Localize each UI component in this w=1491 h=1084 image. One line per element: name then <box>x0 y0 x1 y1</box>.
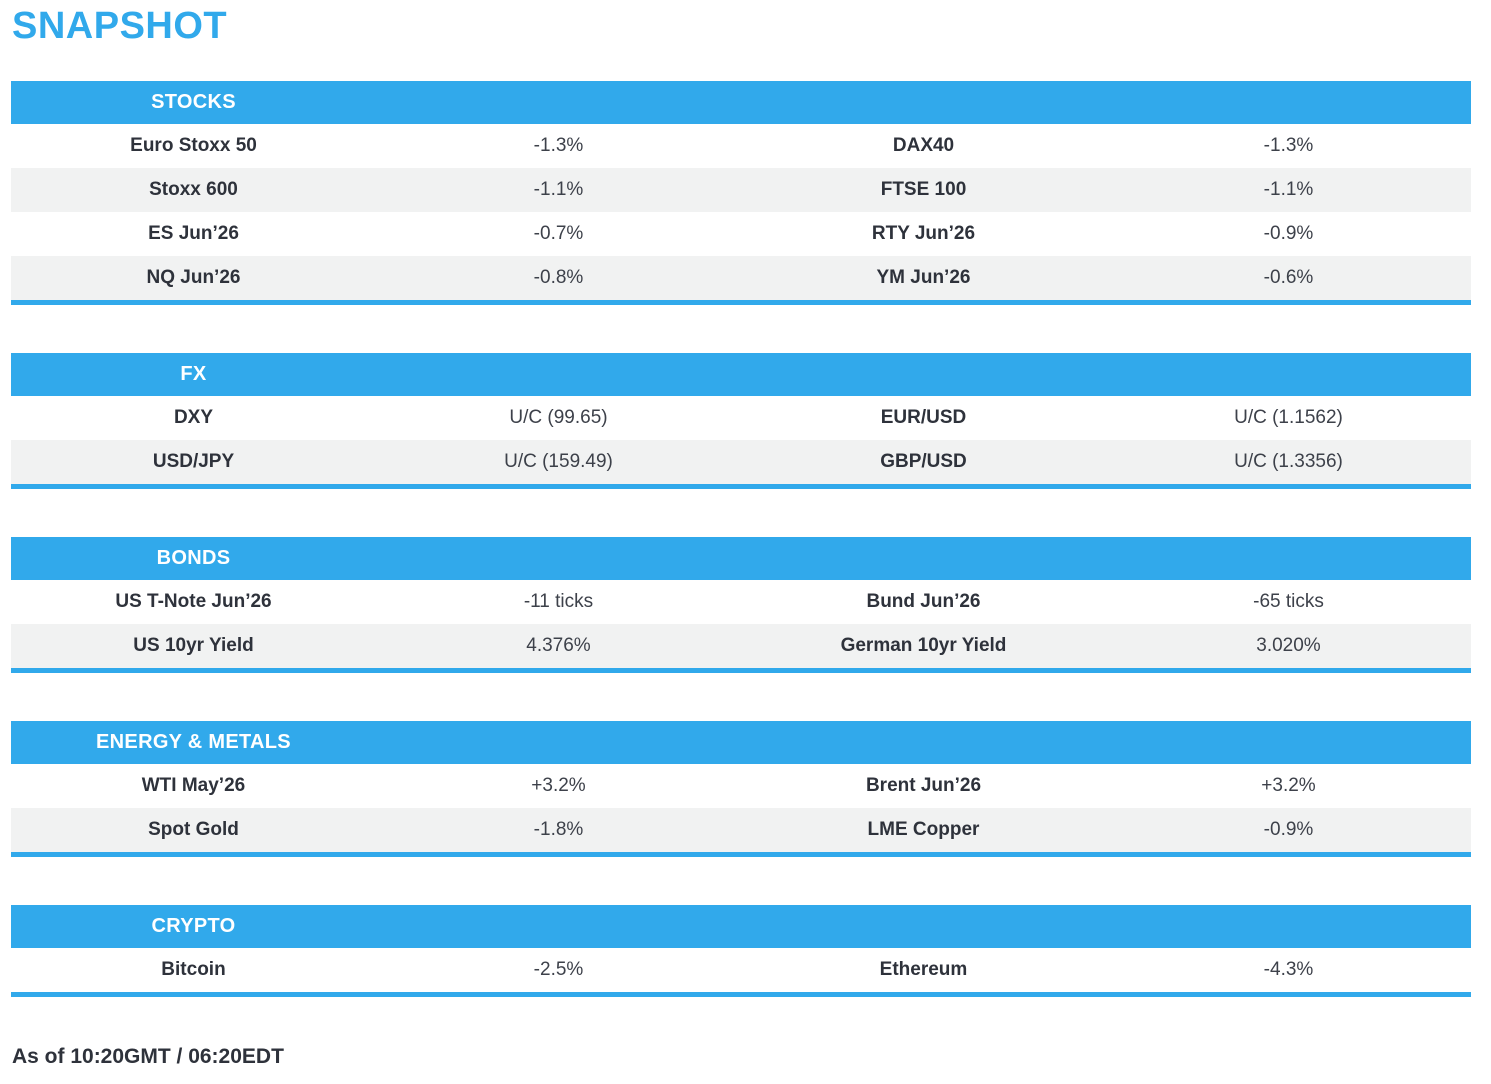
instrument-value: +3.2% <box>531 774 586 796</box>
timestamp-footer: As of 10:20GMT / 06:20EDT <box>12 1044 284 1068</box>
page-title: SNAPSHOT <box>12 5 228 47</box>
instrument-label: EUR/USD <box>880 406 967 428</box>
instrument-label: YM Jun’26 <box>876 266 971 288</box>
section-title: ENERGY & METALS <box>96 730 291 753</box>
snapshot-page: SNAPSHOT STOCKS Euro Stoxx 50 -1.3% DAX40 -1… <box>0 5 1491 1069</box>
instrument-label: Euro Stoxx 50 <box>130 134 257 156</box>
instrument-value: -1.8% <box>533 818 584 840</box>
section-bonds: BONDS US T-Note Jun’26 -11 ticks Bund Jun’2… <box>11 536 1471 673</box>
table-row: DXY U/C (99.65) EUR/USD U/C (1.1562) <box>11 395 1471 440</box>
instrument-label: DAX40 <box>892 134 955 156</box>
table-row: Bitcoin -2.5% Ethereum -4.3% <box>11 947 1471 992</box>
section-crypto: CRYPTO Bitcoin -2.5% Ethereum -4.3% <box>11 904 1471 997</box>
instrument-value: U/C (1.1562) <box>1234 406 1343 428</box>
instrument-value: -4.3% <box>1263 958 1314 980</box>
table-row: Euro Stoxx 50 -1.3% DAX40 -1.3% <box>11 123 1471 168</box>
instrument-value: +3.2% <box>1261 774 1316 796</box>
instrument-value: -0.9% <box>1263 818 1314 840</box>
instrument-value: -65 ticks <box>1253 590 1324 612</box>
instrument-label: Ethereum <box>879 958 968 980</box>
instrument-value: -1.3% <box>1263 134 1314 156</box>
instrument-label: DXY <box>173 406 214 428</box>
instrument-value: 3.020% <box>1256 634 1321 656</box>
instrument-label: RTY Jun’26 <box>871 222 976 244</box>
section-title: FX <box>180 362 207 385</box>
instrument-label: Spot Gold <box>148 818 239 840</box>
instrument-label: US T-Note Jun’26 <box>115 590 272 612</box>
instrument-value: -0.7% <box>533 222 584 244</box>
instrument-value: -1.1% <box>1263 178 1314 200</box>
instrument-value: -0.6% <box>1263 266 1314 288</box>
section-title: BONDS <box>156 546 231 569</box>
instrument-label: US 10yr Yield <box>133 634 254 656</box>
instrument-label: FTSE 100 <box>880 178 967 200</box>
table-row: US T-Note Jun’26 -11 ticks Bund Jun’26 -65 … <box>11 579 1471 624</box>
instrument-label: Brent Jun’26 <box>865 774 982 796</box>
instrument-label: Bitcoin <box>161 958 226 980</box>
instrument-label: USD/JPY <box>152 450 235 472</box>
instrument-label: WTI May’26 <box>141 774 246 796</box>
instrument-value: U/C (1.3356) <box>1234 450 1343 472</box>
table-row: USD/JPY U/C (159.49) GBP/USD U/C (1.3356) <box>11 439 1471 484</box>
section-title: CRYPTO <box>151 914 236 937</box>
instrument-label: NQ Jun’26 <box>146 266 241 288</box>
instrument-label: Bund Jun’26 <box>866 590 981 612</box>
instrument-label: Stoxx 600 <box>149 178 238 200</box>
section-header-crypto: CRYPTO <box>11 904 1471 948</box>
instrument-label: GBP/USD <box>880 450 967 472</box>
instrument-value: -11 ticks <box>523 590 594 612</box>
instrument-value: -1.1% <box>533 178 584 200</box>
instrument-label: German 10yr Yield <box>840 634 1007 656</box>
instrument-value: -2.5% <box>533 958 584 980</box>
instrument-value: -0.8% <box>533 266 584 288</box>
table-row: WTI May’26 +3.2% Brent Jun’26 +3.2% <box>11 763 1471 808</box>
section-header-stocks: STOCKS <box>11 80 1471 124</box>
table-row: Stoxx 600 -1.1% FTSE 100 -1.1% <box>11 167 1471 212</box>
section-header-bonds: BONDS <box>11 536 1471 580</box>
instrument-value: U/C (99.65) <box>509 406 608 428</box>
section-header-fx: FX <box>11 352 1471 396</box>
section-energy-metals: ENERGY & METALS WTI May’26 +3.2% Brent Jun’… <box>11 720 1471 857</box>
instrument-value: 4.376% <box>526 634 591 656</box>
instrument-label: ES Jun’26 <box>148 222 239 244</box>
instrument-label: LME Copper <box>867 818 980 840</box>
instrument-value: -1.3% <box>533 134 584 156</box>
section-fx: FX DXY U/C (99.65) EUR/USD U/C (1.1562) USD/J… <box>11 352 1471 489</box>
table-row: US 10yr Yield 4.376% German 10yr Yield 3.02… <box>11 623 1471 668</box>
market-snapshot-table: STOCKS Euro Stoxx 50 -1.3% DAX40 -1.3% Stoxx … <box>11 80 1471 997</box>
section-title: STOCKS <box>151 90 236 113</box>
instrument-value: U/C (159.49) <box>504 450 613 472</box>
section-header-energy-metals: ENERGY & METALS <box>11 720 1471 764</box>
table-row: ES Jun’26 -0.7% RTY Jun’26 -0.9% <box>11 211 1471 256</box>
instrument-value: -0.9% <box>1263 222 1314 244</box>
section-stocks: STOCKS Euro Stoxx 50 -1.3% DAX40 -1.3% Stoxx … <box>11 80 1471 305</box>
table-row: Spot Gold -1.8% LME Copper -0.9% <box>11 807 1471 852</box>
table-row: NQ Jun’26 -0.8% YM Jun’26 -0.6% <box>11 255 1471 300</box>
